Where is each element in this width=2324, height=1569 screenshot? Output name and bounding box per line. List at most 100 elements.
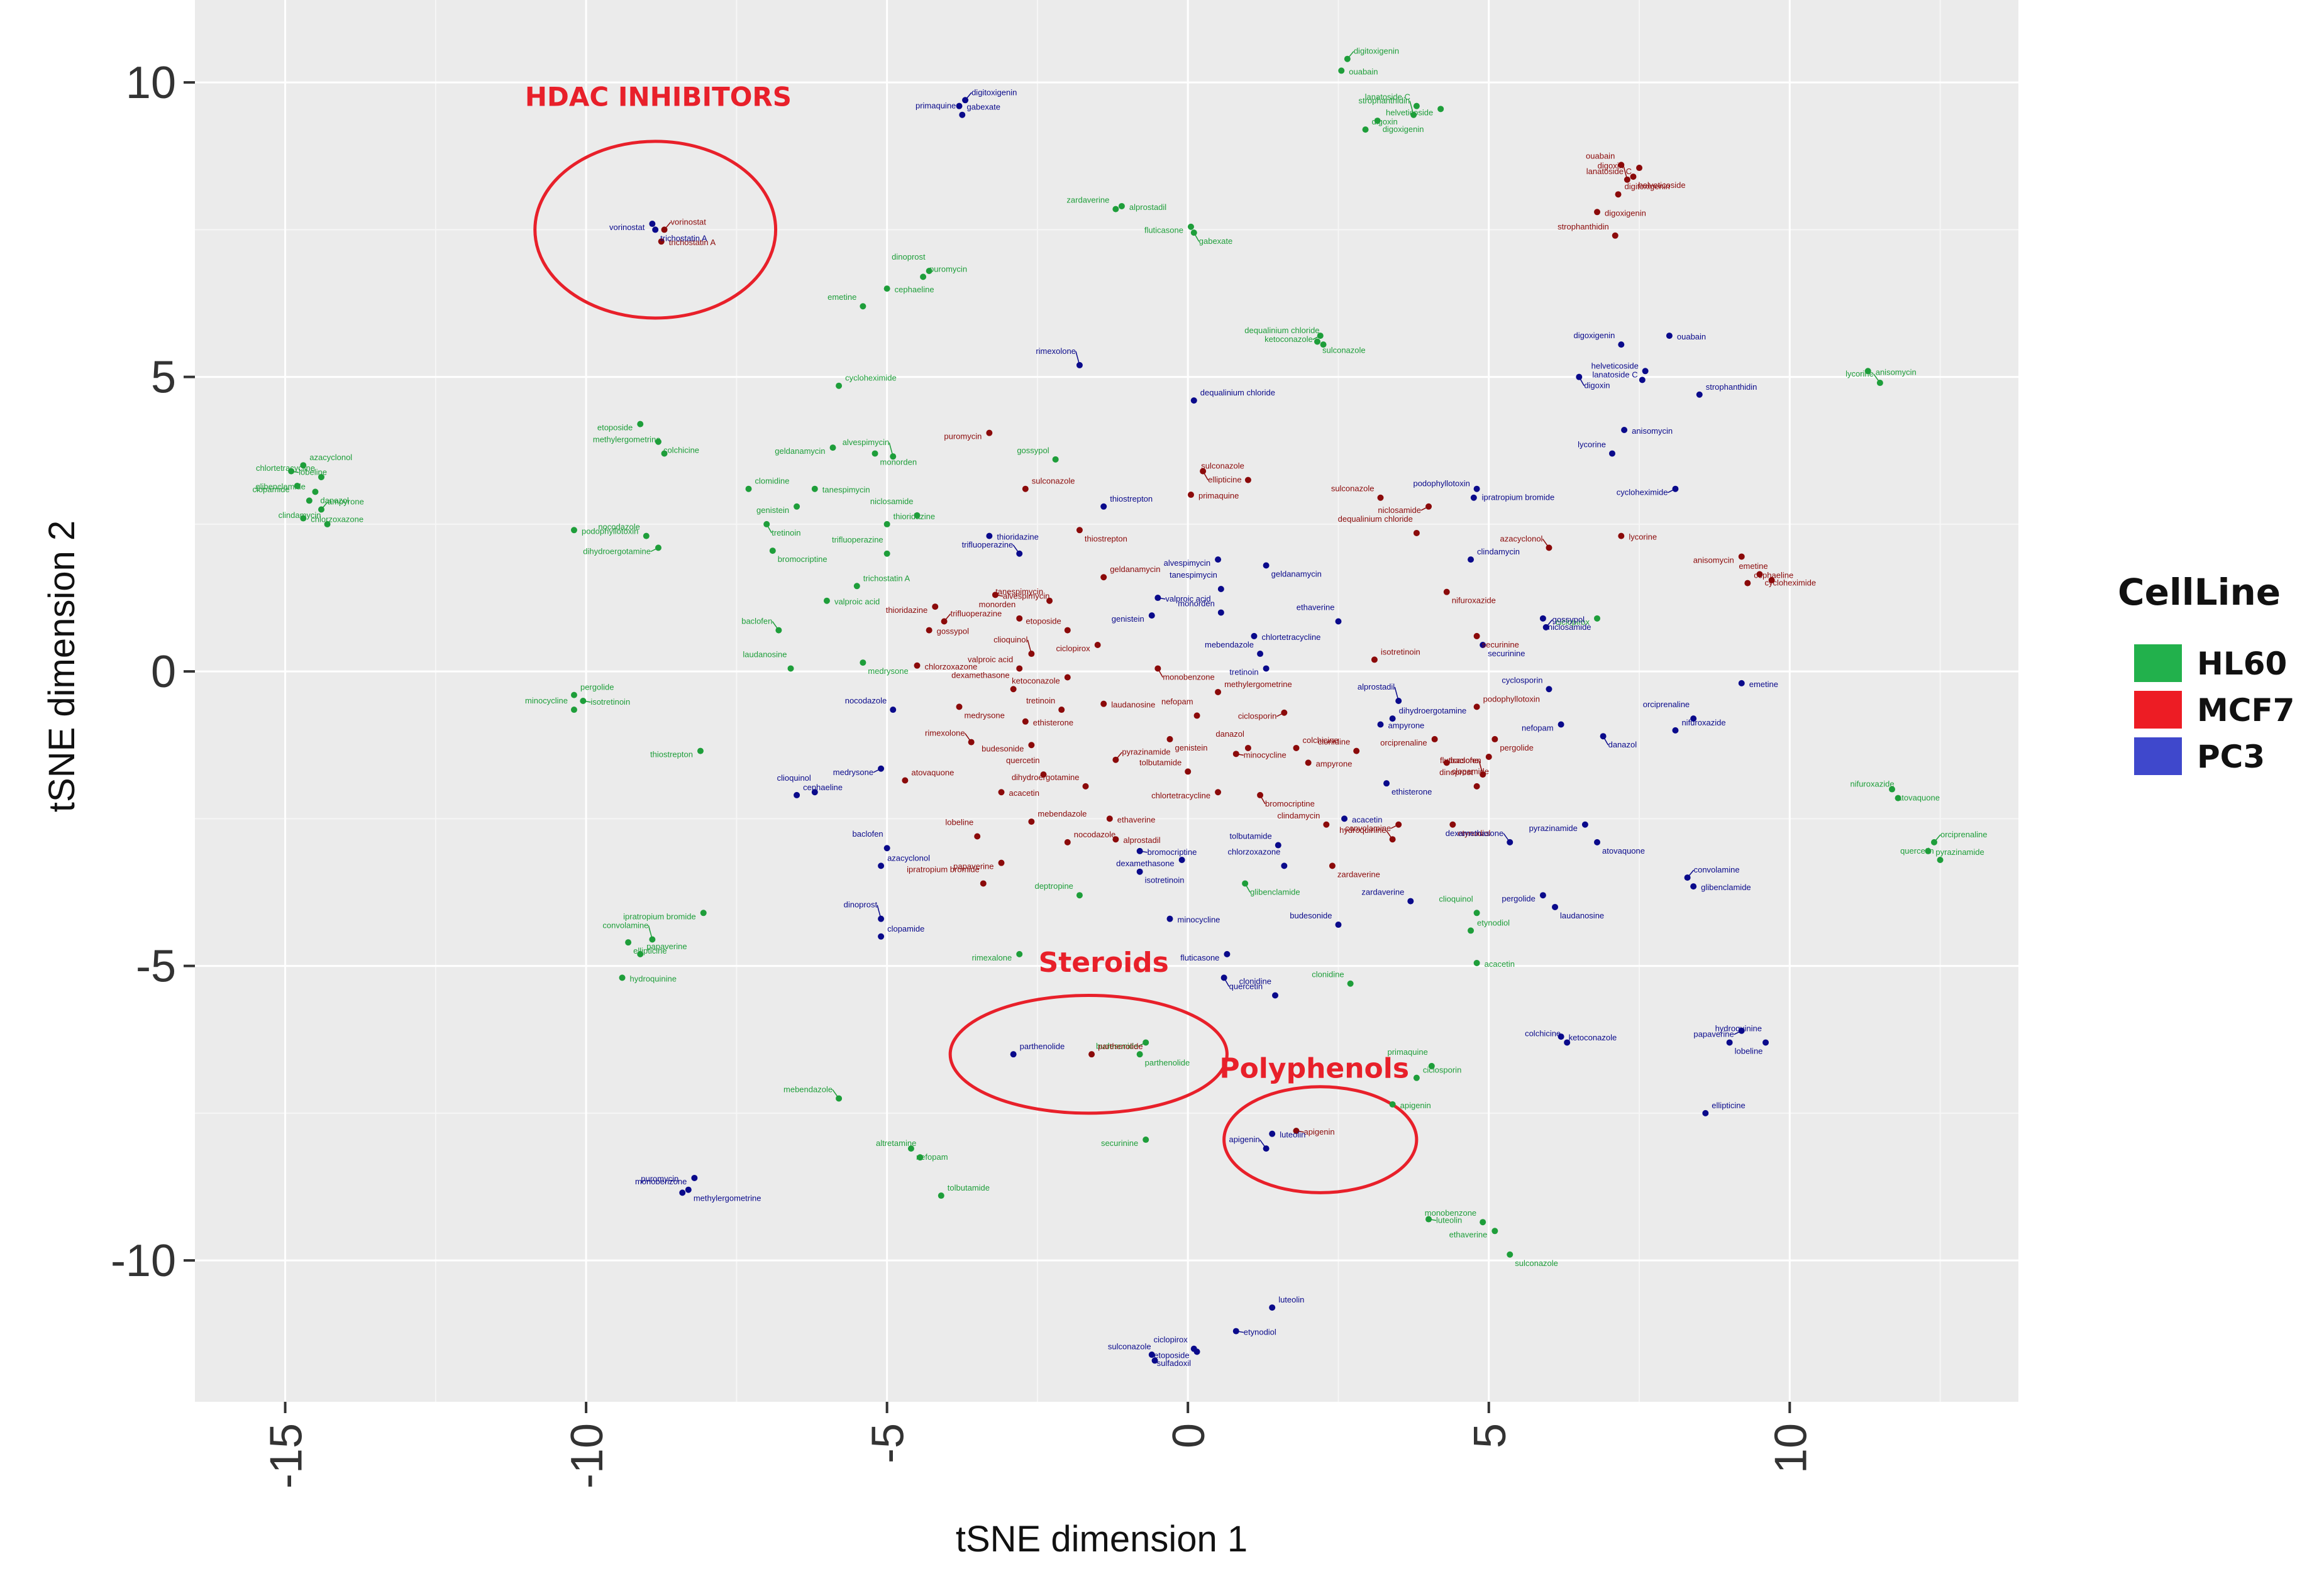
data-point-mcf7 [1618,532,1625,539]
point-label-mcf7: ciclopirox [1056,644,1090,653]
point-label-pc3: clindamycin [1477,547,1520,556]
point-label-pc3: dinoprost [844,900,878,910]
data-point-mcf7 [1305,759,1312,766]
point-label-hl60: ciclosporin [1423,1065,1461,1075]
data-point-mcf7 [1449,821,1456,828]
data-point-hl60 [823,597,830,604]
point-label-pc3: lanatoside C [1592,370,1637,379]
point-label-hl60: ethaverine [1449,1230,1488,1239]
data-point-mcf7 [1100,574,1107,581]
data-point-hl60 [1320,341,1327,348]
data-point-pc3 [1076,361,1083,368]
data-point-mcf7 [1082,783,1089,790]
data-point-mcf7 [1738,553,1745,560]
data-point-mcf7 [1389,836,1396,843]
data-point-hl60 [1425,1216,1432,1223]
point-label-hl60: puromycin [929,264,967,273]
data-point-pc3 [1193,1348,1200,1355]
data-point-pc3 [1470,494,1477,501]
data-point-mcf7 [974,833,981,840]
data-point-pc3 [1151,1357,1158,1364]
data-point-hl60 [775,627,782,634]
data-point-pc3 [794,791,800,798]
point-label-mcf7: tolbutamide [1139,757,1181,767]
point-label-pc3: rimexolone [1036,346,1076,356]
data-point-pc3 [1581,821,1588,828]
point-label-mcf7: etoposide [1026,617,1061,626]
x-axis-title: tSNE dimension 1 [956,1519,1248,1560]
point-label-hl60: alprostadil [1129,202,1166,212]
annotation-ellipse [533,140,778,320]
point-label-hl60: lanatoside C [1365,92,1410,102]
data-point-mcf7 [968,739,975,746]
data-point-pc3 [1726,1039,1733,1046]
data-point-mcf7 [1293,744,1300,751]
point-label-mcf7: hydroquinine [1339,825,1386,835]
data-point-mcf7 [1022,718,1029,725]
point-label-hl60: parthenolide [1145,1058,1190,1067]
point-label-mcf7: genistein [1175,743,1207,752]
point-label-hl60: primaquine [1388,1047,1428,1057]
point-label-mcf7: tretinoin [1026,696,1055,705]
data-point-hl60 [1317,333,1324,339]
point-label-pc3: ethaverine [1297,603,1335,612]
data-point-mcf7 [1166,735,1173,742]
data-point-mcf7 [1094,641,1101,648]
point-label-mcf7: alprostadil [1123,835,1160,845]
point-label-hl60: budesonide [1096,1041,1138,1050]
data-point-mcf7 [1630,173,1637,180]
point-label-mcf7: orciprenaline [1380,738,1427,747]
point-label-mcf7: nifuroxazide [1452,596,1496,605]
point-label-mcf7: dihydroergotamine [1012,773,1080,782]
data-point-hl60 [1413,1074,1420,1081]
data-point-mcf7 [1624,176,1630,183]
data-point-mcf7 [1293,1127,1300,1134]
legend-swatch-mcf7 [2134,691,2182,729]
point-label-hl60: trichostatin A [863,573,910,583]
point-label-hl60: mebendazole [783,1084,833,1094]
data-point-mcf7 [980,880,987,887]
point-label-pc3: cycloheximide [1617,488,1668,497]
point-label-mcf7: gossypol [937,627,969,636]
annotation-ellipse [948,993,1229,1115]
data-point-mcf7 [956,703,963,710]
point-label-mcf7: pergolide [1500,743,1534,752]
point-label-hl60: monorden [880,457,917,466]
point-label-hl60: azacyclonol [309,453,352,462]
point-label-pc3: pergolide [1502,894,1536,903]
point-label-hl60: dequalinium chloride [1244,326,1319,335]
y-tick-label: 0 [151,647,176,697]
data-point-mcf7 [1594,209,1601,216]
data-point-hl60 [938,1192,944,1199]
point-label-mcf7: sulconazole [1331,484,1375,493]
data-point-hl60 [288,468,295,475]
point-label-mcf7: zardaverine [1337,869,1380,879]
y-axis-title: tSNE dimension 2 [42,520,82,812]
data-point-hl60 [655,544,661,551]
point-label-pc3: monorden [1178,598,1215,608]
data-point-pc3 [1672,485,1679,492]
point-label-mcf7: danazol [1215,729,1244,739]
point-label-pc3: chlortetracycline [1261,632,1320,642]
legend: CellLine HL60 MCF7 PC3 [2118,571,2294,775]
point-label-mcf7: geldanamycin [1110,564,1160,574]
point-label-pc3: geldanamycin [1271,569,1322,578]
point-label-pc3: etynodiol [1244,1328,1276,1337]
data-point-mcf7 [1425,503,1432,510]
point-label-mcf7: primaquine [1198,491,1239,500]
point-label-pc3: bromocriptine [1148,847,1197,857]
point-label-pc3: genistein [1112,614,1144,624]
data-point-mcf7 [1257,791,1264,798]
point-label-hl60: dinoprost [892,252,926,262]
point-label-pc3: ketoconazole [1569,1033,1617,1042]
data-point-pc3 [679,1189,686,1196]
x-tick-label: -15 [262,1423,312,1489]
point-label-pc3: orciprenaline [1643,700,1690,709]
point-label-mcf7: cephaeline [1754,571,1793,580]
point-label-mcf7: puromycin [944,432,982,441]
point-label-pc3: cephaeline [803,783,843,792]
data-point-mcf7 [1200,468,1207,475]
point-label-hl60: deptropine [1034,881,1073,891]
data-point-mcf7 [1100,700,1107,707]
point-label-mcf7: clonidine [1318,737,1350,747]
